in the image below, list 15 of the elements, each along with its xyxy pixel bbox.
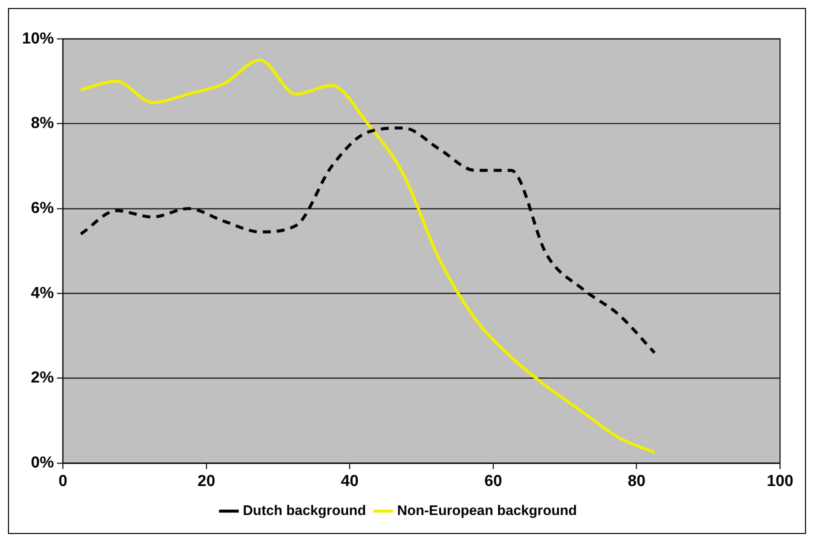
x-tick-label: 0 [58,472,68,490]
x-tick-label: 80 [628,472,646,490]
y-tick-label: 0% [30,454,54,472]
legend-label: Non-European background [397,502,577,518]
y-tick-label: 10% [22,30,54,48]
x-tick-label: 100 [766,472,794,490]
x-tick-label: 20 [197,472,216,490]
y-tick-label: 4% [30,284,54,302]
x-tick-label: 60 [484,472,502,490]
y-tick-label: 2% [30,370,54,387]
y-tick-label: 8% [30,115,54,132]
line-series [79,58,656,454]
y-tick-label: 6% [30,200,54,217]
legend-label: Dutch background [242,502,366,518]
x-tick-label: 40 [340,472,359,490]
